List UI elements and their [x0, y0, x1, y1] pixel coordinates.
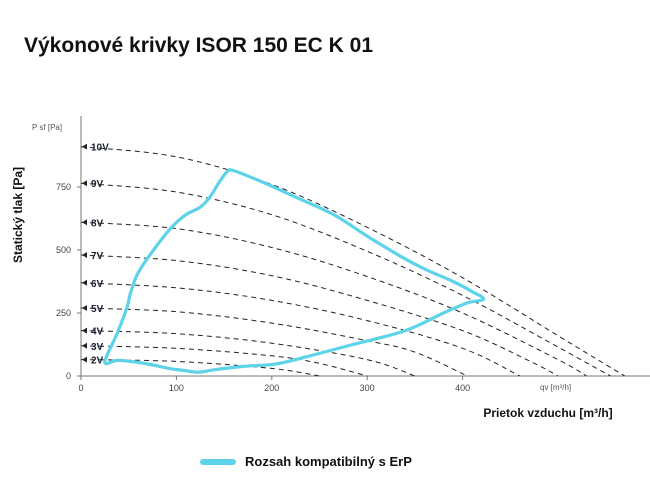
x-tick-label: 100 [169, 383, 184, 393]
curve-label-5V: 5V [91, 304, 104, 315]
curve-8V [80, 221, 587, 377]
curve-marker-6V [82, 279, 87, 286]
curve-10V [80, 146, 626, 377]
x-tick-label: 200 [264, 383, 279, 393]
curve-marker-2V [82, 356, 87, 363]
curve-3V [80, 345, 368, 377]
curve-5V [80, 307, 468, 377]
legend: Rozsah kompatibilný s ErP [200, 454, 412, 469]
curve-label-2V: 2V [91, 356, 104, 367]
voltage-labels: 10V 9V 8V 7V 6V 5V 4V 3V 2V [82, 143, 109, 367]
curve-marker-10V [82, 143, 87, 150]
x-tick-label: 400 [455, 383, 470, 393]
x-tick-label: 300 [360, 383, 375, 393]
x-axis-title: Prietok vzduchu [m³/h] [483, 406, 612, 420]
y-axis-title: Statický tlak [Pa] [11, 167, 25, 263]
erp-range-outline [103, 168, 486, 374]
curve-label-6V: 6V [91, 279, 104, 290]
y-tick-label: 0 [66, 371, 71, 381]
y-tick-label: 500 [56, 245, 71, 255]
curve-7V [80, 254, 559, 377]
legend-swatch [200, 458, 236, 465]
x-unit-label: qv [m³/h] [540, 383, 571, 392]
curve-marker-5V [82, 304, 87, 311]
curve-label-7V: 7V [91, 251, 104, 262]
curve-label-3V: 3V [91, 342, 104, 353]
curve-6V [80, 282, 521, 377]
chart-title: Výkonové krivky ISOR 150 EC K 01 [24, 34, 374, 57]
curve-marker-9V [82, 180, 87, 187]
curve-marker-8V [82, 219, 87, 226]
axes: 0 250 500 750 0 100 200 300 400 P sf [Pa] qv [m³/h… [11, 116, 650, 420]
curve-marker-4V [82, 327, 87, 334]
curve-label-9V: 9V [91, 179, 104, 190]
y-unit-label: P sf [Pa] [32, 123, 62, 132]
legend-label: Rozsah kompatibilný s ErP [245, 454, 412, 469]
curve-label-8V: 8V [91, 218, 104, 229]
y-tick-label: 250 [56, 308, 71, 318]
erp-range [103, 168, 486, 374]
curve-marker-3V [82, 342, 87, 349]
curve-marker-7V [82, 252, 87, 259]
voltage-curves [80, 146, 626, 377]
curve-4V [80, 330, 416, 377]
x-tick-label: 0 [78, 383, 83, 393]
curve-label-4V: 4V [91, 327, 104, 338]
curve-label-10V: 10V [91, 143, 109, 154]
y-tick-label: 750 [56, 182, 71, 192]
